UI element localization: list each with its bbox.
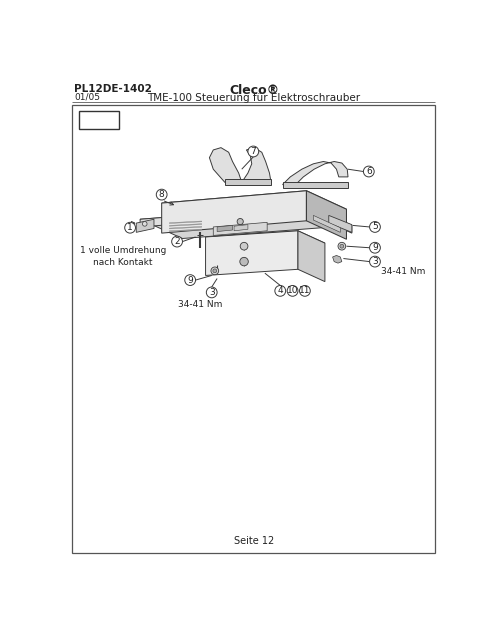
Polygon shape bbox=[313, 216, 341, 232]
Polygon shape bbox=[234, 225, 248, 231]
Text: 34-41 Nm: 34-41 Nm bbox=[381, 267, 426, 276]
Polygon shape bbox=[283, 182, 348, 188]
Text: 1: 1 bbox=[127, 223, 133, 232]
Circle shape bbox=[125, 222, 136, 233]
Text: 1 volle Umdrehung
nach Kontakt: 1 volle Umdrehung nach Kontakt bbox=[80, 246, 166, 267]
Polygon shape bbox=[217, 225, 233, 232]
Text: 5: 5 bbox=[372, 223, 378, 232]
Text: 01/05: 01/05 bbox=[74, 92, 100, 101]
Polygon shape bbox=[162, 191, 306, 233]
FancyBboxPatch shape bbox=[79, 111, 119, 129]
Text: 3: 3 bbox=[209, 288, 215, 297]
Circle shape bbox=[143, 221, 147, 226]
Text: 7: 7 bbox=[250, 147, 256, 156]
Polygon shape bbox=[283, 161, 348, 184]
Polygon shape bbox=[306, 191, 346, 239]
Circle shape bbox=[240, 257, 248, 266]
Polygon shape bbox=[136, 220, 154, 232]
Polygon shape bbox=[140, 206, 309, 227]
Text: 8: 8 bbox=[159, 190, 164, 199]
Circle shape bbox=[237, 218, 244, 225]
Text: 3: 3 bbox=[372, 257, 378, 266]
Circle shape bbox=[370, 256, 380, 267]
Circle shape bbox=[172, 236, 183, 247]
Circle shape bbox=[370, 243, 380, 253]
Polygon shape bbox=[213, 222, 267, 236]
Text: 9: 9 bbox=[187, 276, 193, 285]
Circle shape bbox=[240, 243, 248, 250]
Circle shape bbox=[299, 285, 310, 296]
Circle shape bbox=[338, 243, 346, 250]
Polygon shape bbox=[169, 227, 202, 229]
Polygon shape bbox=[225, 179, 271, 184]
Text: 34-41 Nm: 34-41 Nm bbox=[178, 300, 222, 309]
Text: TME-100 Steuerung für Elektroschrauber: TME-100 Steuerung für Elektroschrauber bbox=[148, 93, 361, 103]
Text: 10: 10 bbox=[287, 286, 298, 295]
Polygon shape bbox=[205, 231, 298, 275]
Circle shape bbox=[213, 269, 217, 273]
Text: 2: 2 bbox=[174, 237, 180, 246]
Circle shape bbox=[287, 285, 298, 296]
Circle shape bbox=[211, 267, 219, 275]
Text: 11: 11 bbox=[299, 286, 311, 295]
Polygon shape bbox=[333, 255, 342, 263]
Polygon shape bbox=[205, 231, 325, 249]
Polygon shape bbox=[169, 221, 202, 223]
Polygon shape bbox=[209, 148, 271, 182]
Polygon shape bbox=[298, 231, 325, 282]
Circle shape bbox=[248, 146, 259, 157]
Text: 4: 4 bbox=[277, 286, 283, 295]
Polygon shape bbox=[162, 191, 346, 221]
Text: PL12DE-1402: PL12DE-1402 bbox=[74, 84, 152, 95]
Text: 9: 9 bbox=[372, 243, 378, 252]
Circle shape bbox=[185, 275, 196, 285]
Polygon shape bbox=[169, 229, 202, 232]
Circle shape bbox=[206, 287, 217, 298]
Text: Seite 12: Seite 12 bbox=[234, 536, 274, 547]
Polygon shape bbox=[140, 206, 352, 239]
FancyBboxPatch shape bbox=[72, 104, 435, 553]
Polygon shape bbox=[329, 216, 352, 232]
Circle shape bbox=[156, 189, 167, 200]
Polygon shape bbox=[309, 206, 352, 233]
Circle shape bbox=[370, 221, 380, 232]
Circle shape bbox=[275, 285, 286, 296]
Circle shape bbox=[340, 244, 344, 248]
Text: "E": "E" bbox=[88, 113, 109, 127]
Polygon shape bbox=[169, 224, 202, 226]
Text: Cleco®: Cleco® bbox=[229, 84, 279, 97]
Text: 6: 6 bbox=[366, 167, 372, 176]
Circle shape bbox=[363, 166, 374, 177]
